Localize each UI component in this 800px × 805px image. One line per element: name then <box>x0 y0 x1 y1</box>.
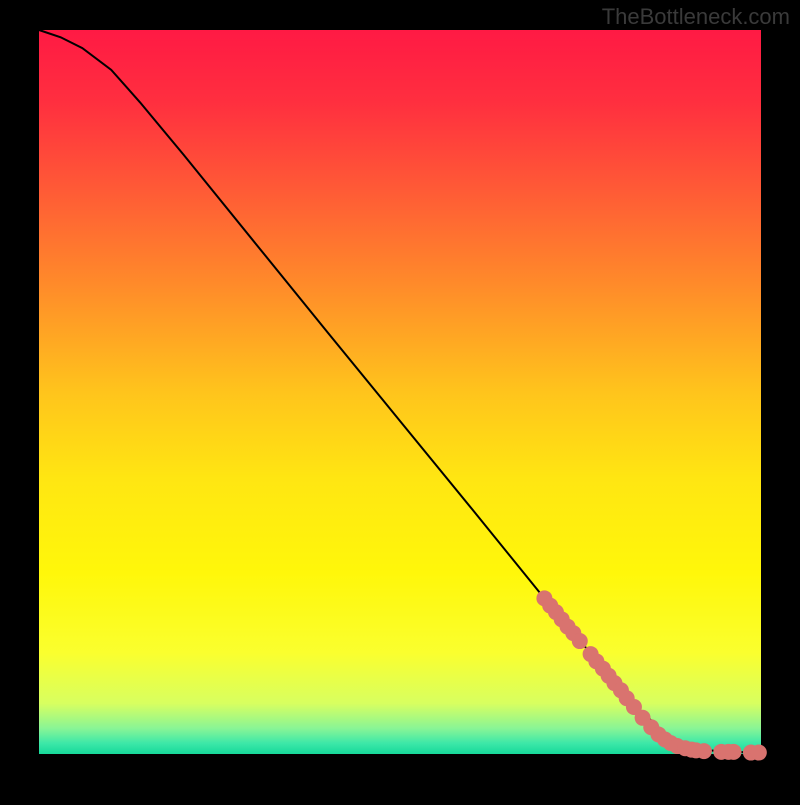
data-marker <box>572 633 588 649</box>
data-marker <box>696 743 712 759</box>
data-marker <box>726 744 742 760</box>
chart-container: TheBottleneck.com <box>0 0 800 800</box>
bottleneck-chart <box>0 0 800 800</box>
data-marker <box>751 745 767 761</box>
watermark-text: TheBottleneck.com <box>602 4 790 30</box>
plot-background <box>39 30 761 754</box>
